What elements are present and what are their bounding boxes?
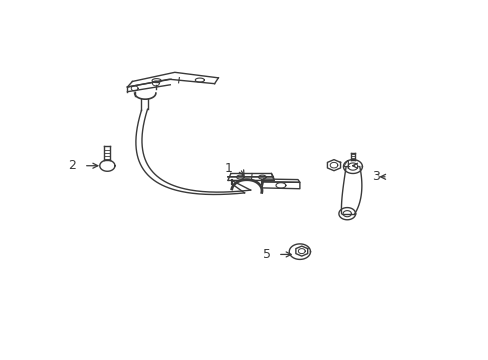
Text: 1: 1 bbox=[224, 162, 232, 175]
Text: 3: 3 bbox=[372, 170, 380, 183]
Text: 5: 5 bbox=[262, 248, 270, 261]
Text: 4: 4 bbox=[342, 159, 349, 172]
Text: 2: 2 bbox=[68, 159, 76, 172]
